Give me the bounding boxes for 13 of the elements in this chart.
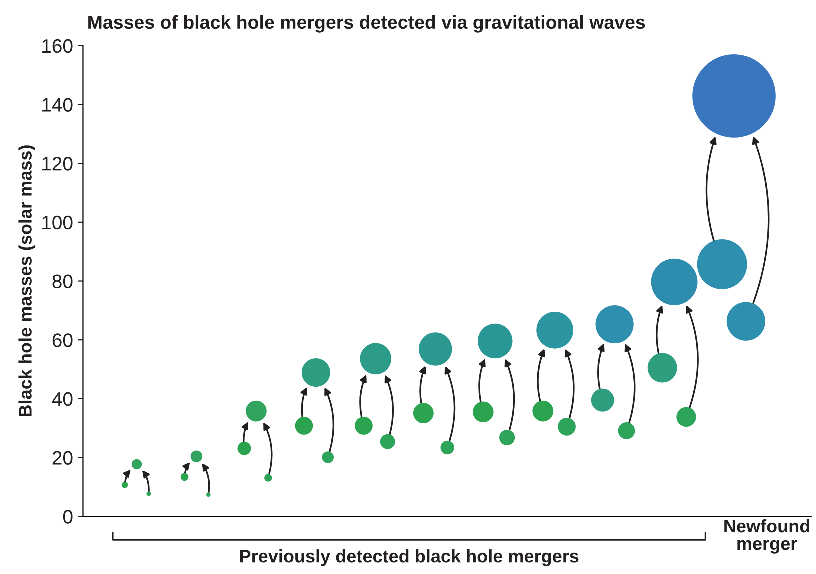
y-tick-label: 120	[42, 157, 73, 171]
y-tick-label: 0	[63, 510, 73, 524]
y-axis-title: Black hole masses (solar mass)	[18, 146, 36, 417]
text: Previously detected black hole mergers	[240, 550, 579, 566]
y-tick-label: 140	[42, 98, 73, 112]
y-tick-label: 20	[52, 451, 73, 465]
y-tick-label: 80	[52, 274, 73, 288]
y-tick-label: 40	[52, 392, 73, 406]
chart-title: Masses of black hole mergers detected via gravitational waves	[88, 15, 646, 33]
y-tick-label: 60	[52, 334, 73, 348]
y-tick-label: 100	[42, 216, 73, 230]
y-tick-label: 160	[42, 39, 73, 54]
text: Newfound merger	[724, 519, 810, 554]
